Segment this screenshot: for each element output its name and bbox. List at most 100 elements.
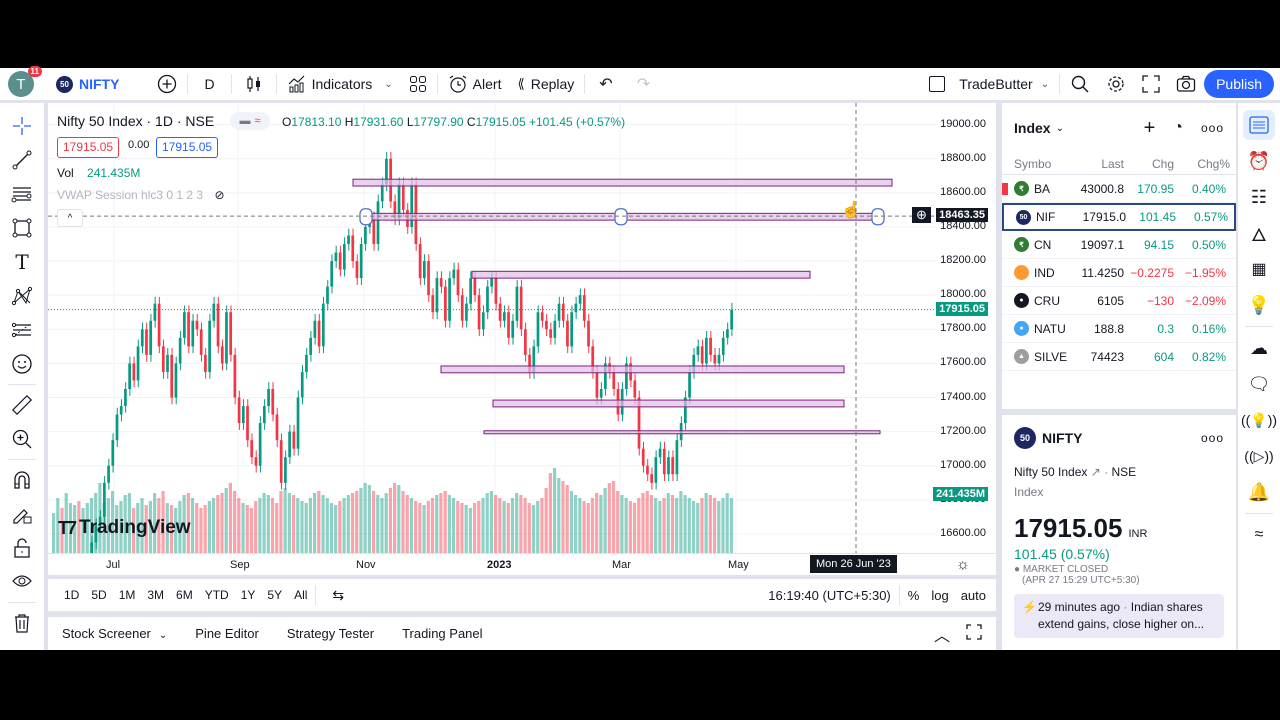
settings-button[interactable] (1098, 68, 1134, 101)
zoom-in-tool[interactable] (0, 422, 44, 456)
tab-pine-editor[interactable]: Pine Editor (195, 626, 259, 641)
expand-panel-button[interactable]: ︿ (924, 622, 960, 646)
watchlist-sidebar-button[interactable] (1238, 107, 1280, 143)
more-options-icon[interactable]: ooo (1200, 431, 1224, 445)
notifications-button[interactable]: 🔔 (1238, 474, 1280, 510)
auto-toggle[interactable]: auto (960, 587, 986, 603)
alerts-sidebar-button[interactable]: ⏰ (1238, 143, 1280, 179)
forecast-tool[interactable] (0, 313, 44, 347)
range-ytd[interactable]: YTD (204, 588, 229, 602)
watchlist-row[interactable]: ● CRU 6105 −130 −2.09% (1002, 287, 1236, 315)
redo-button[interactable]: ↷ (625, 68, 662, 101)
lock-drawings-tool[interactable] (0, 497, 44, 531)
chart-pane[interactable]: ☝ Nifty 50 Index · 1D · NSE ▬ ≈ O17813.10… (48, 103, 996, 575)
trendline-tool[interactable] (0, 143, 44, 177)
undo-button[interactable]: ↶ (587, 68, 624, 101)
goto-date-button[interactable]: ⇆ (332, 586, 345, 603)
timezone-button[interactable]: 16:19:40 (UTC+5:30) (768, 587, 891, 603)
hotlists-button[interactable]: 🜂 (1238, 215, 1280, 251)
templates-button[interactable] (401, 68, 435, 101)
measure-tool[interactable] (0, 388, 44, 422)
range-5y[interactable]: 5Y (267, 588, 283, 602)
fib-tool[interactable] (0, 177, 44, 211)
price-axis[interactable]: 19000.00 18800.00 18600.00 18400.00 18200.00… (912, 103, 996, 553)
fullscreen-button[interactable] (1134, 68, 1168, 101)
watchlist-title[interactable]: Index (1014, 120, 1051, 136)
pie-chart-icon[interactable]: ◔ (1173, 119, 1183, 136)
buy-price-button[interactable]: 17915.05 (156, 137, 219, 158)
object-tree-button[interactable]: ☷ (1238, 179, 1280, 215)
external-link-icon[interactable]: ↗ (1090, 465, 1101, 479)
log-toggle[interactable]: log (931, 587, 949, 603)
range-1m[interactable]: 1M (118, 588, 136, 602)
time-axis[interactable]: Mon 26 Jun '23 ☼ Jul Sep Nov 2023 Mar May (48, 553, 996, 575)
lock-all-tool[interactable] (0, 531, 44, 565)
tab-strategy-tester[interactable]: Strategy Tester (286, 626, 375, 641)
chart-type-button[interactable] (234, 68, 274, 101)
more-options-icon[interactable]: ooo (1200, 121, 1224, 135)
add-alert-plus-icon[interactable]: ⊕ (912, 207, 931, 224)
emoji-tool[interactable] (0, 347, 44, 381)
minds-button[interactable]: ☁ (1238, 330, 1280, 366)
support-resistance-zone[interactable] (352, 178, 893, 187)
search-button[interactable] (1062, 68, 1098, 101)
percent-toggle[interactable]: % (907, 587, 920, 603)
col-symbol[interactable]: Symbo (1014, 156, 1052, 171)
support-resistance-zone[interactable] (471, 270, 811, 279)
col-last[interactable]: Last (1101, 156, 1124, 171)
chats-button[interactable]: 🗨 (1238, 366, 1280, 402)
add-symbol-button[interactable]: + (1143, 116, 1156, 139)
pattern-tool[interactable] (0, 279, 44, 313)
support-resistance-zone[interactable] (483, 430, 881, 435)
range-1d[interactable]: 1D (64, 588, 80, 602)
snapshot-button[interactable] (1168, 68, 1204, 101)
interval-button[interactable]: D (204, 76, 215, 92)
compare-symbol-button[interactable] (149, 68, 185, 101)
ideas-button[interactable]: 💡 (1238, 287, 1280, 323)
price-chart[interactable]: ☝ (48, 103, 936, 553)
vwap-legend[interactable]: VWAP Session hlc3 0 1 2 3 ⊘ (57, 188, 225, 202)
red-flag-icon[interactable] (1002, 183, 1008, 195)
news-item[interactable]: ⚡ 29 minutes ago · Indian shares extend … (1014, 594, 1224, 638)
user-avatar[interactable]: T 11 (8, 66, 42, 97)
indicator-toggle-pill[interactable]: ▬ ≈ (230, 112, 270, 130)
support-resistance-zone[interactable] (440, 365, 845, 374)
collapse-legend-button[interactable]: ^ (57, 209, 83, 227)
col-chg-pct[interactable]: Chg% (1197, 156, 1230, 171)
text-tool[interactable]: T (0, 245, 44, 279)
range-5d[interactable]: 5D (91, 588, 107, 602)
zone-resize-handle[interactable] (871, 208, 885, 226)
streams-button[interactable]: ((▷)) (1238, 438, 1280, 474)
magnet-tool[interactable] (0, 463, 44, 497)
eye-hidden-icon[interactable]: ⊘ (214, 188, 225, 202)
watchlist-row[interactable]: ● NATU 188.8 0.3 0.16% (1002, 315, 1236, 343)
details-name[interactable]: Nifty 50 Index (1014, 465, 1088, 479)
range-3m[interactable]: 3M (147, 588, 165, 602)
range-1y[interactable]: 1Y (240, 588, 256, 602)
crosshair-tool[interactable] (0, 109, 44, 143)
watchlist-row[interactable]: IND 11.4250 −0.2275 −1.95% (1002, 259, 1236, 287)
zone-resize-handle[interactable] (359, 208, 373, 226)
support-resistance-zone[interactable] (492, 399, 845, 408)
replay-button[interactable]: ⟪ Replay (509, 68, 582, 101)
alert-button[interactable]: Alert (440, 68, 510, 101)
tab-trading-panel[interactable]: Trading Panel (402, 626, 483, 641)
rectangle-tool[interactable] (0, 211, 44, 245)
watchlist-row[interactable]: ▲ SILVE 74423 604 0.82% (1002, 343, 1236, 371)
sell-price-button[interactable]: 17915.05 (57, 137, 120, 158)
range-all[interactable]: All (294, 588, 308, 602)
collapse-sidebar-button[interactable]: ≈ (1238, 517, 1280, 553)
chart-settings-button[interactable]: ☼ (956, 556, 970, 573)
symbol-search-button[interactable]: 50 NIFTY (48, 68, 127, 101)
watchlist-row[interactable]: ₹ BA 43000.8 170.95 0.40% (1002, 175, 1236, 203)
col-chg[interactable]: Chg (1151, 156, 1174, 171)
tab-stock-screener[interactable]: Stock Screener ⌄ (62, 626, 168, 641)
calendar-button[interactable]: ▦ (1238, 251, 1280, 287)
publish-button[interactable]: Publish (1204, 70, 1274, 98)
watchlist-row[interactable]: 50 NIF 17915.0 101.45 0.57% (1002, 203, 1236, 231)
indicators-button[interactable]: Indicators ⌄ (279, 68, 401, 101)
range-6m[interactable]: 6M (176, 588, 193, 602)
hide-drawings-tool[interactable] (0, 565, 44, 599)
remove-drawings-tool[interactable] (0, 606, 44, 640)
ideas-stream-button[interactable]: ((💡)) (1238, 402, 1280, 438)
